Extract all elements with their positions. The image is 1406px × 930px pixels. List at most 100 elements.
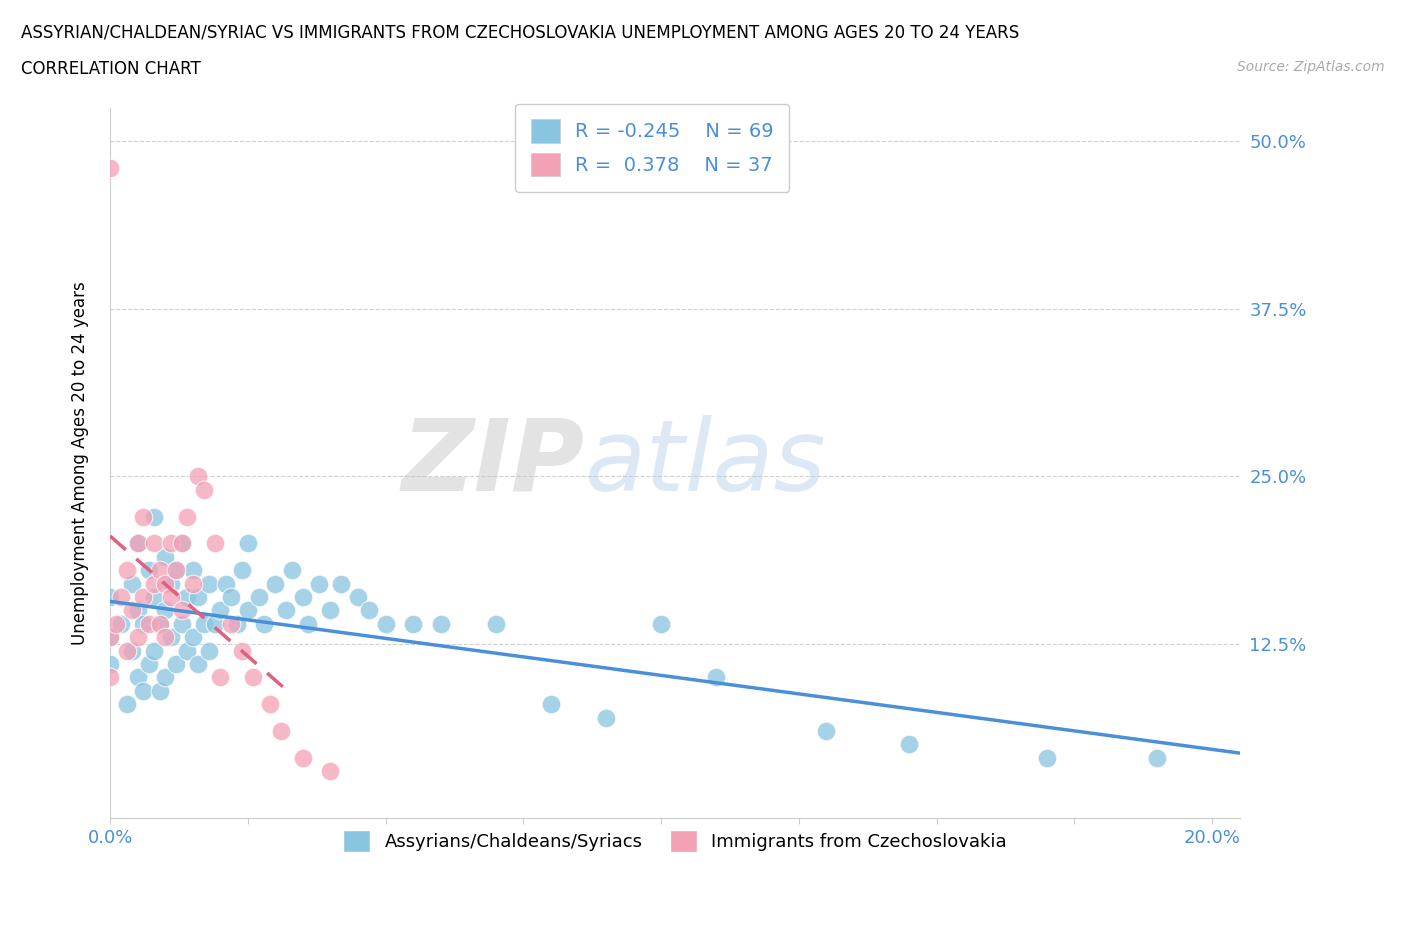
Point xyxy=(181,577,204,591)
Point xyxy=(153,670,176,684)
Point xyxy=(897,737,920,751)
Point xyxy=(215,577,238,591)
Point xyxy=(236,536,259,551)
Text: Source: ZipAtlas.com: Source: ZipAtlas.com xyxy=(1237,60,1385,74)
Point xyxy=(165,563,187,578)
Point xyxy=(225,617,247,631)
Point xyxy=(319,603,342,618)
Point xyxy=(143,536,166,551)
Point xyxy=(132,590,155,604)
Point xyxy=(127,536,149,551)
Point xyxy=(209,603,232,618)
Point xyxy=(149,617,172,631)
Point xyxy=(176,644,198,658)
Point xyxy=(181,630,204,644)
Point xyxy=(127,603,149,618)
Point xyxy=(330,577,353,591)
Legend: Assyrians/Chaldeans/Syriacs, Immigrants from Czechoslovakia: Assyrians/Chaldeans/Syriacs, Immigrants … xyxy=(336,822,1014,858)
Point xyxy=(242,670,264,684)
Point xyxy=(704,670,727,684)
Point xyxy=(98,670,121,684)
Point xyxy=(98,657,121,671)
Text: CORRELATION CHART: CORRELATION CHART xyxy=(21,60,201,78)
Point xyxy=(153,630,176,644)
Point xyxy=(143,510,166,525)
Point xyxy=(121,603,143,618)
Point xyxy=(115,697,138,711)
Point xyxy=(127,670,149,684)
Point xyxy=(127,536,149,551)
Point xyxy=(176,510,198,525)
Point xyxy=(193,483,215,498)
Point xyxy=(98,630,121,644)
Point xyxy=(1146,751,1168,765)
Point xyxy=(115,644,138,658)
Point xyxy=(204,617,226,631)
Point xyxy=(132,684,155,698)
Point xyxy=(138,563,160,578)
Text: ASSYRIAN/CHALDEAN/SYRIAC VS IMMIGRANTS FROM CZECHOSLOVAKIA UNEMPLOYMENT AMONG AG: ASSYRIAN/CHALDEAN/SYRIAC VS IMMIGRANTS F… xyxy=(21,23,1019,41)
Point xyxy=(170,536,193,551)
Point xyxy=(98,630,121,644)
Point xyxy=(110,617,132,631)
Point xyxy=(247,590,270,604)
Point xyxy=(650,617,672,631)
Point xyxy=(149,563,172,578)
Point xyxy=(138,617,160,631)
Point xyxy=(143,644,166,658)
Point xyxy=(110,590,132,604)
Text: ZIP: ZIP xyxy=(402,415,585,512)
Point xyxy=(291,590,314,604)
Point xyxy=(209,670,232,684)
Point xyxy=(153,603,176,618)
Point xyxy=(170,617,193,631)
Point xyxy=(259,697,281,711)
Point xyxy=(132,617,155,631)
Point xyxy=(143,590,166,604)
Point xyxy=(159,590,181,604)
Point xyxy=(204,536,226,551)
Point xyxy=(132,510,155,525)
Point xyxy=(308,577,330,591)
Point xyxy=(193,617,215,631)
Point xyxy=(291,751,314,765)
Point xyxy=(165,657,187,671)
Point xyxy=(170,603,193,618)
Point xyxy=(153,550,176,565)
Point xyxy=(176,590,198,604)
Point xyxy=(276,603,298,618)
Point xyxy=(121,577,143,591)
Y-axis label: Unemployment Among Ages 20 to 24 years: Unemployment Among Ages 20 to 24 years xyxy=(72,281,89,644)
Point xyxy=(281,563,304,578)
Point xyxy=(159,630,181,644)
Point xyxy=(170,536,193,551)
Point xyxy=(374,617,396,631)
Point xyxy=(187,590,209,604)
Point xyxy=(198,644,221,658)
Point xyxy=(219,617,242,631)
Point xyxy=(1035,751,1057,765)
Point xyxy=(159,577,181,591)
Point xyxy=(297,617,319,631)
Point xyxy=(198,577,221,591)
Point xyxy=(540,697,562,711)
Point xyxy=(815,724,838,738)
Point xyxy=(253,617,276,631)
Point xyxy=(347,590,370,604)
Point xyxy=(270,724,292,738)
Point xyxy=(153,577,176,591)
Point xyxy=(127,630,149,644)
Point xyxy=(138,657,160,671)
Point xyxy=(319,764,342,778)
Text: atlas: atlas xyxy=(585,415,827,512)
Point xyxy=(149,684,172,698)
Point xyxy=(165,563,187,578)
Point xyxy=(429,617,451,631)
Point xyxy=(98,161,121,176)
Point xyxy=(264,577,287,591)
Point xyxy=(485,617,508,631)
Point xyxy=(181,563,204,578)
Point xyxy=(98,590,121,604)
Point xyxy=(187,469,209,484)
Point xyxy=(357,603,380,618)
